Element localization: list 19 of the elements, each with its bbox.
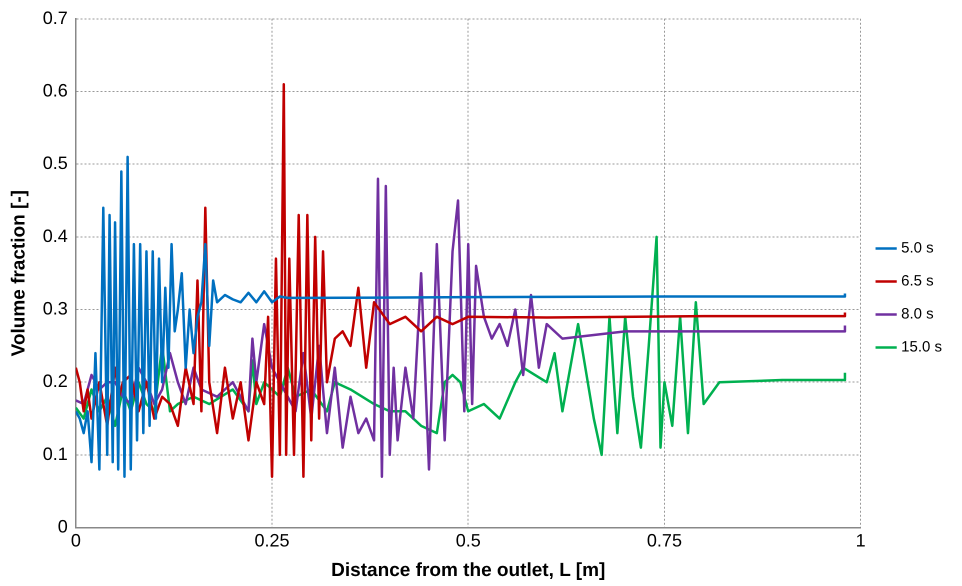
y-tick-label: 0.3	[42, 298, 68, 319]
y-axis-title: Volume fraction [-]	[8, 190, 30, 356]
x-tick-label: 0.25	[254, 530, 290, 550]
y-tick-label: 0.4	[42, 226, 68, 246]
x-tick-label: 0.5	[456, 530, 481, 550]
y-tick-label: 0.2	[42, 371, 68, 392]
y-tick-label: 0	[58, 516, 68, 537]
y-tick-label: 0.6	[42, 80, 68, 100]
x-tick-label: 0.75	[646, 530, 682, 550]
legend-label: 5.0 s	[901, 240, 934, 257]
legend-label: 6.5 s	[901, 272, 934, 290]
y-tick-label: 0.7	[42, 8, 68, 28]
legend-label: 15.0 s	[901, 338, 942, 356]
y-tick-label: 0.5	[42, 153, 68, 174]
x-tick-label: 0	[70, 530, 81, 550]
x-tick-label: 1	[856, 530, 866, 550]
legend-label: 8.0 s	[901, 306, 934, 323]
x-axis-title: Distance from the outlet, L [m]	[331, 560, 606, 581]
y-tick-label: 0.1	[42, 444, 68, 464]
